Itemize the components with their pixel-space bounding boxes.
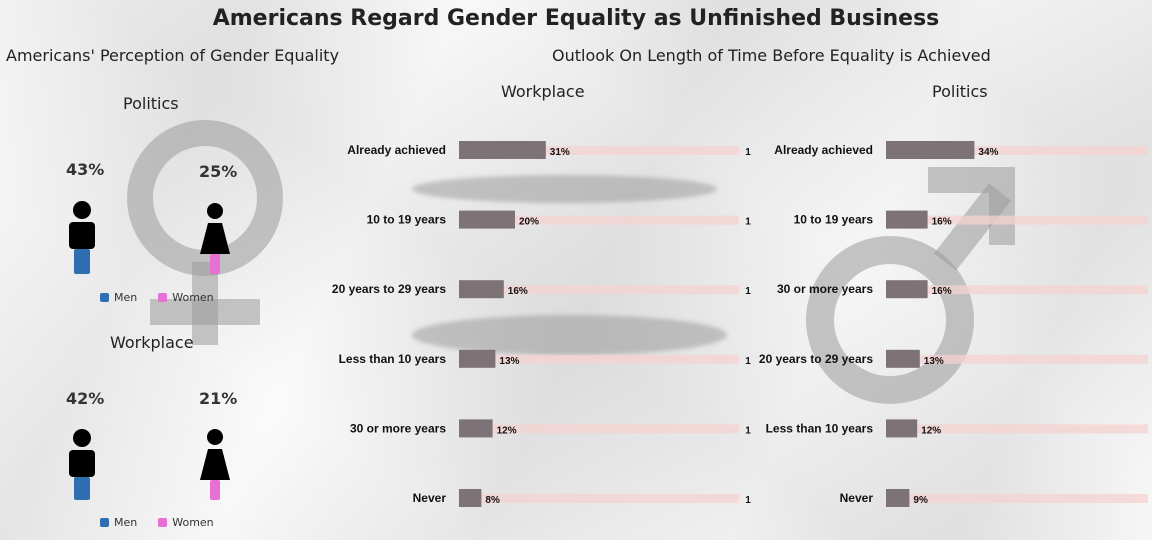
workplace-bar: [459, 349, 496, 368]
legend-women-label: Women: [172, 516, 214, 529]
workplace-bar: [459, 280, 504, 299]
politics-bar-track: [886, 354, 1148, 364]
politics-value-label: 16%: [932, 217, 952, 228]
politics-women-percent: 25%: [199, 162, 238, 181]
politics-bar-track: [886, 215, 1148, 225]
workplace-end-label: 1: [745, 147, 751, 158]
workplace-category-label: 20 years to 29 years: [332, 282, 446, 296]
politics-men-percent: 43%: [66, 160, 105, 179]
politics-category-label: 30 or more years: [777, 282, 873, 296]
scribble-mark: [412, 315, 727, 355]
workplace-value-label: 16%: [508, 286, 528, 297]
scribble-mark: [412, 175, 717, 203]
workplace-end-label: 1: [745, 495, 751, 506]
politics-category-label: Already achieved: [774, 143, 873, 157]
woman-icon: [200, 429, 230, 500]
workplace-bar: [459, 210, 515, 229]
right-section-title: Outlook On Length of Time Before Equalit…: [552, 46, 991, 65]
politics-bar: [886, 489, 910, 507]
workplace-value-label: 20%: [519, 217, 539, 228]
workplace-category-label: Already achieved: [347, 143, 446, 157]
politics-chart-title: Politics: [932, 82, 988, 101]
workplace-legend: Men Women: [100, 516, 214, 529]
politics-bar: [886, 141, 975, 159]
workplace-value-label: 13%: [499, 356, 519, 367]
politics-legend: Men Women: [100, 291, 214, 304]
legend-women-label: Women: [172, 291, 214, 304]
politics-value-label: 16%: [932, 286, 952, 297]
perception-politics-title: Politics: [123, 94, 179, 113]
politics-bar: [886, 210, 928, 229]
men-swatch: [100, 518, 109, 527]
workplace-bar-track: [459, 354, 739, 364]
perception-workplace-title: Workplace: [110, 333, 194, 352]
workplace-end-label: 1: [745, 217, 751, 228]
workplace-end-label: 1: [745, 356, 751, 367]
left-section-title: Americans' Perception of Gender Equality: [6, 46, 340, 65]
workplace-bar-track: [459, 494, 739, 503]
politics-category-label: Never: [840, 491, 874, 505]
politics-value-label: 13%: [924, 356, 944, 367]
workplace-category-label: Never: [413, 491, 447, 505]
workplace-bar-track: [459, 215, 739, 225]
workplace-bar: [459, 419, 493, 438]
workplace-category-label: Less than 10 years: [339, 352, 447, 366]
female-symbol-icon: [127, 120, 283, 345]
workplace-end-label: 1: [745, 286, 751, 297]
politics-category-label: 20 years to 29 years: [759, 352, 873, 366]
politics-bar: [886, 419, 918, 438]
politics-bar-track: [886, 146, 1148, 155]
workplace-bar: [459, 489, 482, 507]
workplace-women-percent: 21%: [199, 389, 238, 408]
man-icon: [69, 201, 95, 274]
workplace-men-percent: 42%: [66, 389, 105, 408]
workplace-bar-track: [459, 285, 739, 295]
workplace-bar-track: [459, 146, 739, 155]
politics-category-label: Less than 10 years: [766, 421, 874, 435]
woman-icon: [200, 203, 230, 274]
women-swatch: [158, 293, 168, 302]
workplace-value-label: 12%: [497, 425, 517, 436]
workplace-chart-title: Workplace: [501, 82, 585, 101]
workplace-value-label: 31%: [550, 147, 570, 158]
workplace-category-label: 30 or more years: [350, 421, 446, 435]
politics-bar-track: [886, 285, 1148, 295]
workplace-category-label: 10 to 19 years: [367, 213, 447, 227]
workplace-bar: [459, 141, 546, 159]
workplace-value-label: 8%: [485, 495, 500, 506]
main-title: Americans Regard Gender Equality as Unfi…: [212, 6, 940, 31]
politics-bar-track: [886, 424, 1148, 434]
politics-category-label: 10 to 19 years: [794, 213, 874, 227]
man-icon: [69, 429, 95, 500]
men-swatch: [100, 293, 109, 302]
politics-bar: [886, 280, 928, 299]
politics-bar: [886, 349, 920, 368]
politics-value-label: 9%: [913, 495, 928, 506]
workplace-bar-track: [459, 424, 739, 434]
politics-value-label: 12%: [921, 425, 941, 436]
legend-men-label: Men: [114, 516, 138, 529]
politics-bar-track: [886, 494, 1148, 503]
politics-value-label: 34%: [978, 147, 998, 158]
workplace-end-label: 1: [745, 425, 751, 436]
legend-men-label: Men: [114, 291, 138, 304]
women-swatch: [158, 518, 168, 527]
